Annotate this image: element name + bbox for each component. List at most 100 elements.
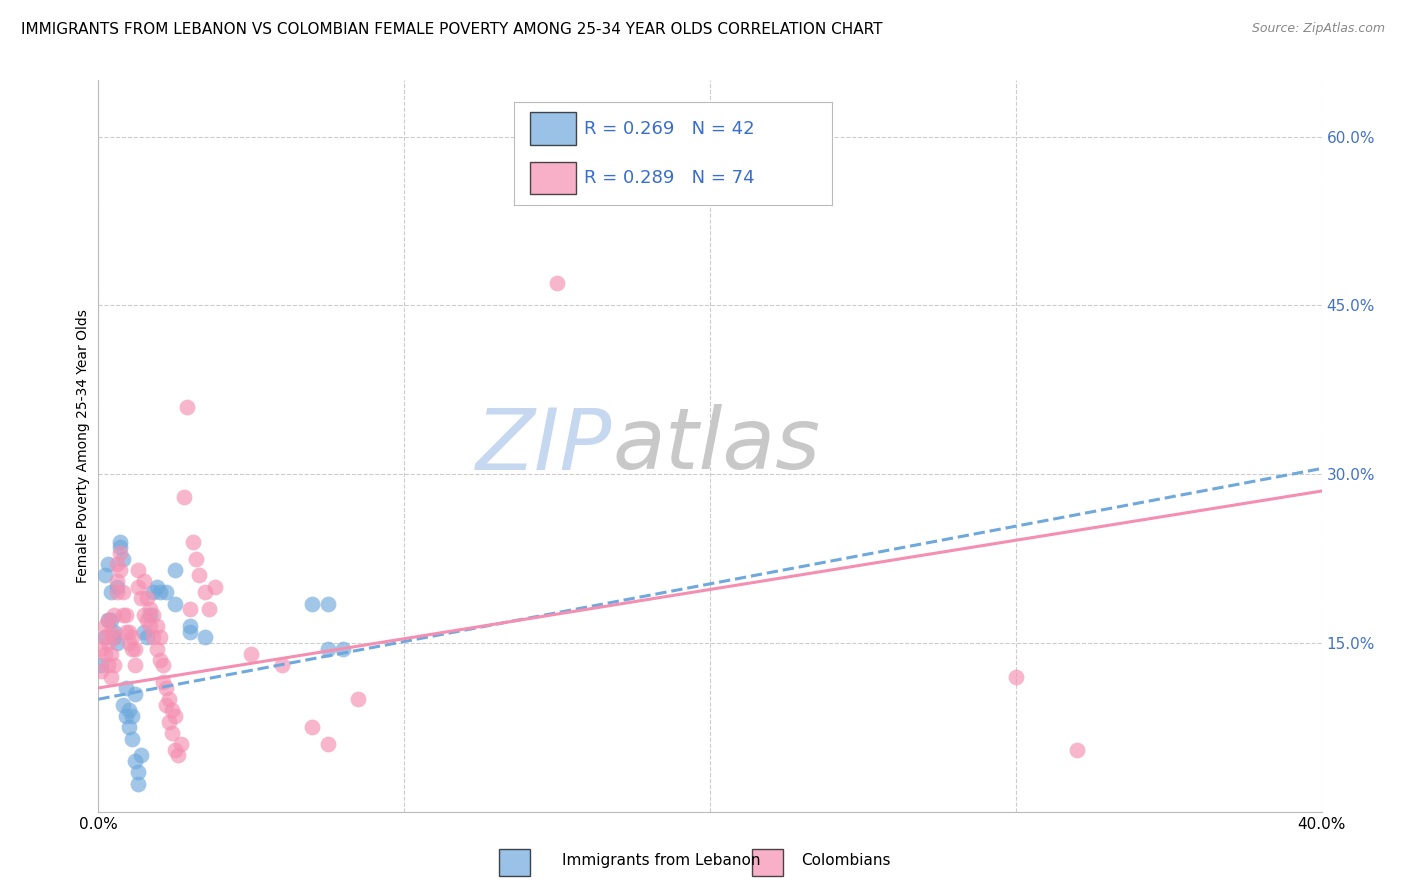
Point xyxy=(134,624,156,639)
Point xyxy=(93,630,115,644)
Point xyxy=(111,551,134,566)
Point xyxy=(97,614,120,628)
Point xyxy=(139,619,162,633)
Point xyxy=(316,737,339,751)
Point xyxy=(111,585,134,599)
Point xyxy=(149,630,172,644)
Point xyxy=(100,624,122,639)
Point xyxy=(105,636,128,650)
Text: atlas: atlas xyxy=(612,404,820,488)
Point xyxy=(301,597,323,611)
FancyBboxPatch shape xyxy=(499,849,530,876)
Point xyxy=(108,534,131,549)
Text: Colombians: Colombians xyxy=(801,854,891,868)
Point xyxy=(129,748,152,763)
Point xyxy=(145,619,167,633)
Point xyxy=(93,647,115,661)
Point xyxy=(124,687,146,701)
Point xyxy=(316,597,339,611)
Point xyxy=(152,675,174,690)
Point xyxy=(157,692,180,706)
Point xyxy=(176,400,198,414)
Point xyxy=(142,607,165,622)
Point xyxy=(103,630,125,644)
Point xyxy=(188,568,211,582)
Point xyxy=(100,585,122,599)
Text: Immigrants from Lebanon: Immigrants from Lebanon xyxy=(562,854,761,868)
Point xyxy=(139,607,162,622)
Y-axis label: Female Poverty Among 25-34 Year Olds: Female Poverty Among 25-34 Year Olds xyxy=(76,309,90,583)
Point xyxy=(90,641,112,656)
Point xyxy=(108,541,131,555)
Point xyxy=(93,568,115,582)
Point xyxy=(121,731,143,746)
Point xyxy=(301,720,323,734)
Point xyxy=(118,636,141,650)
Point xyxy=(97,658,120,673)
Point xyxy=(730,107,752,121)
Point xyxy=(139,602,162,616)
Point xyxy=(1066,743,1088,757)
Point xyxy=(204,580,226,594)
Point xyxy=(134,607,156,622)
Point xyxy=(124,658,146,673)
Point xyxy=(155,681,177,695)
Point xyxy=(103,658,125,673)
Point xyxy=(194,585,217,599)
Point xyxy=(546,276,568,290)
Point xyxy=(105,574,128,588)
Point xyxy=(1004,670,1026,684)
Point xyxy=(121,641,143,656)
Point xyxy=(105,557,128,571)
Point xyxy=(186,551,208,566)
Point xyxy=(270,658,292,673)
Point xyxy=(347,692,370,706)
Point xyxy=(136,591,159,605)
Point xyxy=(103,624,125,639)
Point xyxy=(127,580,149,594)
Point xyxy=(142,630,165,644)
Point xyxy=(136,630,159,644)
Point xyxy=(179,624,201,639)
Point xyxy=(240,647,263,661)
Point xyxy=(136,614,159,628)
Point xyxy=(100,647,122,661)
Point xyxy=(142,585,165,599)
Point xyxy=(155,698,177,712)
Point xyxy=(316,641,339,656)
Text: Source: ZipAtlas.com: Source: ZipAtlas.com xyxy=(1251,22,1385,36)
Point xyxy=(108,563,131,577)
Point xyxy=(197,602,219,616)
Point xyxy=(157,714,180,729)
Point xyxy=(163,597,186,611)
Point xyxy=(118,720,141,734)
Point xyxy=(97,614,120,628)
Point xyxy=(155,585,177,599)
Point xyxy=(90,664,112,678)
Point xyxy=(121,709,143,723)
Point xyxy=(152,658,174,673)
Point xyxy=(108,546,131,560)
Point xyxy=(179,602,201,616)
Point xyxy=(145,641,167,656)
Point xyxy=(97,557,120,571)
Point xyxy=(149,585,172,599)
Point xyxy=(111,607,134,622)
Point xyxy=(103,630,125,644)
Point xyxy=(97,636,120,650)
Point xyxy=(115,709,138,723)
Point xyxy=(118,703,141,717)
Point xyxy=(179,619,201,633)
Point xyxy=(160,703,183,717)
Point xyxy=(129,591,152,605)
Text: ZIP: ZIP xyxy=(475,404,612,488)
Point xyxy=(93,619,115,633)
Point xyxy=(127,765,149,780)
Text: IMMIGRANTS FROM LEBANON VS COLOMBIAN FEMALE POVERTY AMONG 25-34 YEAR OLDS CORREL: IMMIGRANTS FROM LEBANON VS COLOMBIAN FEM… xyxy=(21,22,883,37)
Point xyxy=(127,776,149,790)
Point xyxy=(149,653,172,667)
Point xyxy=(124,641,146,656)
Point xyxy=(145,580,167,594)
FancyBboxPatch shape xyxy=(752,849,783,876)
Point xyxy=(115,607,138,622)
